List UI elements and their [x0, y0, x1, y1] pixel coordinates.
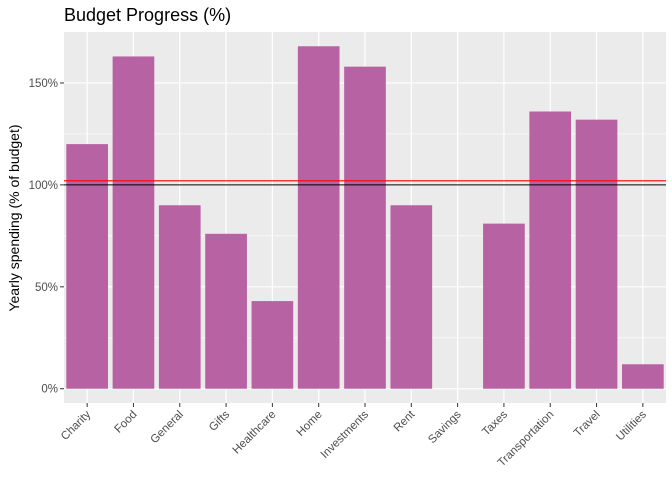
bar-rent [390, 205, 433, 389]
bar-transportation [529, 111, 572, 389]
bar-utilities [622, 364, 664, 389]
x-tick-label: Taxes [480, 408, 510, 438]
x-tick-label: Healthcare [231, 409, 279, 457]
x-tick-label: Travel [572, 409, 603, 440]
chart-title: Budget Progress (%) [64, 5, 231, 25]
bar-gifts [205, 233, 247, 389]
bar-healthcare [251, 301, 294, 389]
x-tick-label: General [148, 409, 185, 446]
bar-investments [344, 66, 386, 389]
y-tick-label: 50% [35, 282, 58, 294]
x-tick-label: Food [113, 409, 140, 436]
bar-taxes [483, 223, 525, 389]
y-tick-label: 150% [29, 78, 58, 90]
x-tick-label: Rent [392, 408, 418, 434]
reference-lines [64, 180, 666, 186]
bar-general [158, 205, 201, 389]
x-tick-label: Savings [426, 408, 464, 446]
y-tick-label: 0% [41, 384, 58, 396]
bars [66, 46, 664, 389]
x-tick-label: Gifts [207, 408, 232, 433]
x-tick-label: Investments [319, 408, 372, 461]
bar-home [297, 46, 340, 389]
x-tick-label: Utilities [614, 408, 649, 443]
y-tick-label: 100% [29, 180, 58, 192]
x-tick-label: Charity [59, 408, 93, 442]
x-tick-label: Home [295, 409, 325, 439]
y-axis-label: Yearly spending (% of budget) [6, 124, 22, 311]
bar-travel [575, 119, 618, 389]
bar-food [112, 56, 155, 389]
y-axis-ticks: 0% 50% 100% 150% [29, 78, 64, 396]
